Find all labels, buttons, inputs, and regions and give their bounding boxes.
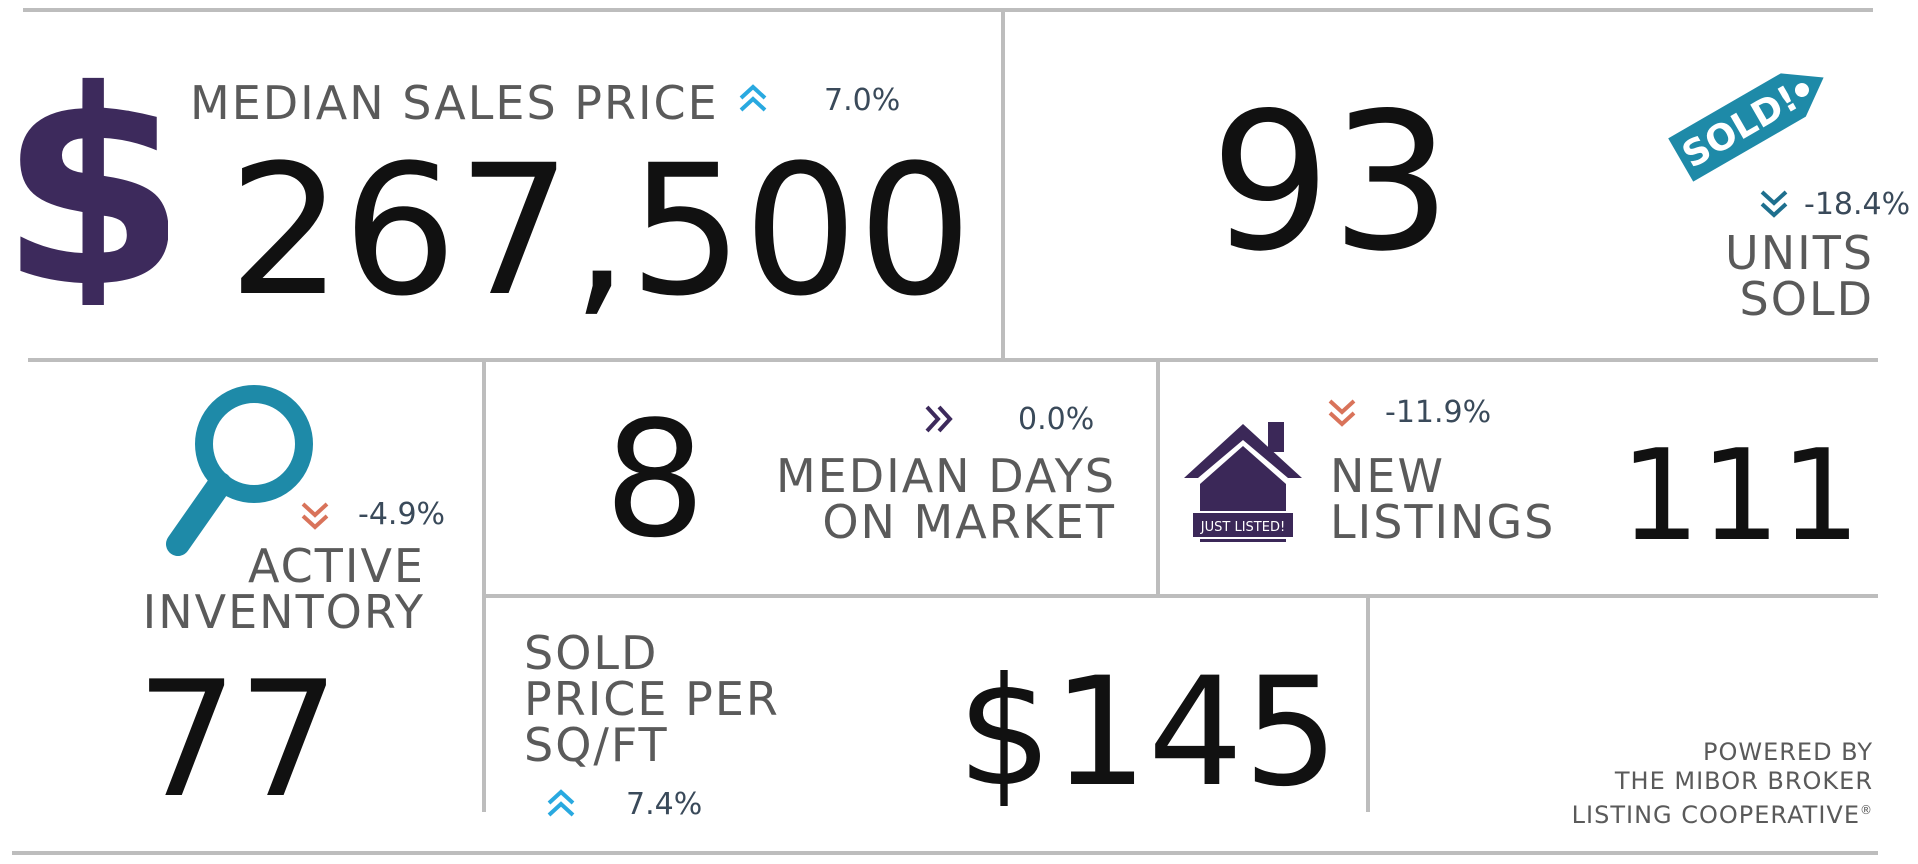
active-inventory-label-line2: INVENTORY bbox=[142, 585, 425, 639]
median-sales-price-change: 7.0% bbox=[824, 83, 901, 118]
units-sold-label-line1: UNITS bbox=[1725, 226, 1874, 280]
lower-divider bbox=[484, 594, 1878, 598]
registered-mark: ® bbox=[1860, 803, 1873, 817]
new-listings-label-line2: LISTINGS bbox=[1330, 495, 1556, 549]
price-per-sqft-change: 7.4% bbox=[626, 787, 703, 822]
powered-by-line3-text: LISTING COOPERATIVE bbox=[1571, 801, 1860, 829]
median-sales-price-label: MEDIAN SALES PRICE bbox=[190, 76, 719, 130]
up-arrow-icon bbox=[737, 82, 769, 118]
svg-text:$: $ bbox=[18, 65, 168, 305]
bottom-divider bbox=[12, 851, 1878, 855]
top-center-divider bbox=[1001, 10, 1005, 360]
price-per-sqft-label-line1: SOLD bbox=[524, 626, 659, 680]
price-per-sqft-label-line2: PRICE PER bbox=[524, 672, 780, 726]
median-days-label-line1: MEDIAN DAYS bbox=[775, 449, 1116, 503]
sqft-divider bbox=[1366, 596, 1370, 812]
up-arrow-icon bbox=[545, 787, 577, 823]
double-chevron-right-icon bbox=[923, 403, 955, 439]
powered-by-line1: POWERED BY bbox=[1702, 738, 1873, 766]
house-icon: JUST LISTED! bbox=[1182, 420, 1304, 546]
units-sold-change: -18.4% bbox=[1804, 187, 1911, 222]
new-listings-change: -11.9% bbox=[1385, 395, 1492, 430]
new-listings-value: 111 bbox=[1620, 422, 1861, 569]
powered-by-line2: THE MIBOR BROKER bbox=[1614, 767, 1873, 795]
top-divider bbox=[23, 8, 1873, 12]
active-inventory-change: -4.9% bbox=[358, 497, 446, 532]
units-sold-value: 93 bbox=[1210, 72, 1452, 293]
units-sold-label-line2: SOLD bbox=[1739, 272, 1874, 326]
sold-tag-icon: SOLD! bbox=[1650, 35, 1850, 209]
down-arrow-icon bbox=[1758, 188, 1790, 224]
days-listings-divider bbox=[1156, 360, 1160, 595]
magnifier-icon bbox=[158, 380, 318, 564]
middle-divider bbox=[28, 358, 1878, 362]
median-days-value: 8 bbox=[604, 386, 706, 573]
just-listed-sign: JUST LISTED! bbox=[1200, 520, 1285, 535]
price-per-sqft-label-line3: SQ/FT bbox=[524, 718, 669, 772]
powered-by-line3: LISTING COOPERATIVE® bbox=[1572, 796, 1873, 830]
median-sales-price-value: 267,500 bbox=[228, 127, 973, 336]
new-listings-label-line1: NEW bbox=[1330, 449, 1445, 503]
down-arrow-icon bbox=[1326, 397, 1358, 433]
median-days-label-line2: ON MARKET bbox=[822, 495, 1116, 549]
inventory-divider bbox=[482, 360, 486, 812]
median-days-change: 0.0% bbox=[1018, 402, 1095, 437]
active-inventory-value: 77 bbox=[136, 646, 340, 833]
dollar-icon: $ bbox=[0, 32, 187, 347]
price-per-sqft-value: $145 bbox=[957, 646, 1339, 820]
down-arrow-icon bbox=[299, 500, 331, 536]
active-inventory-label-line1: ACTIVE bbox=[248, 539, 425, 593]
